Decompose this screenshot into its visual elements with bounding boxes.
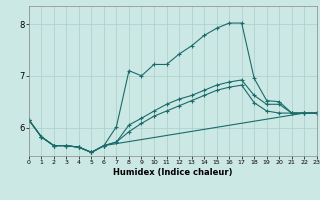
- X-axis label: Humidex (Indice chaleur): Humidex (Indice chaleur): [113, 168, 233, 177]
